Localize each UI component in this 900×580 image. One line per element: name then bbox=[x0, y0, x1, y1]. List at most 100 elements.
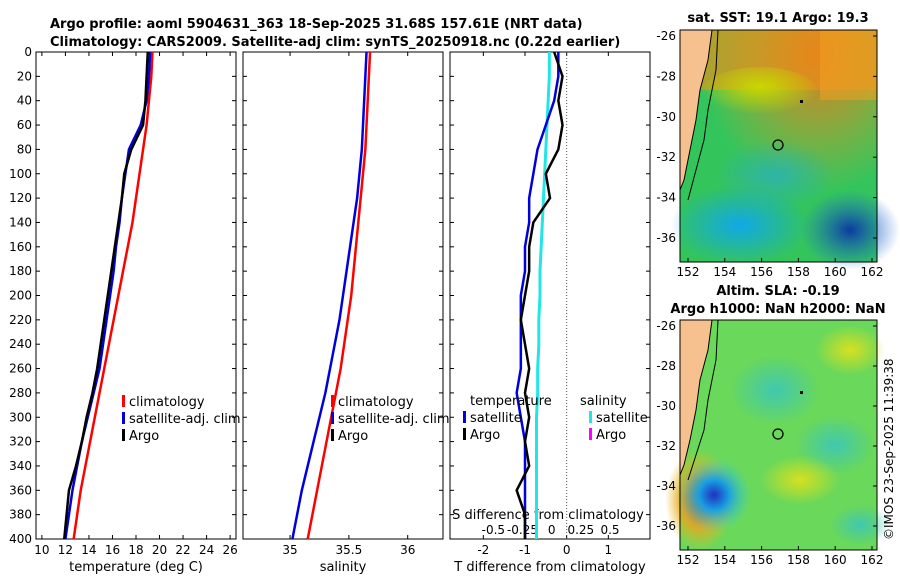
salinity-diff-tick-label: -0.25 bbox=[507, 523, 538, 537]
depth-tick-label: 260 bbox=[9, 362, 32, 376]
lat-tick-label: -26 bbox=[656, 29, 676, 43]
x-axis-label: salinity bbox=[320, 560, 367, 575]
x-tick-label: -1 bbox=[519, 543, 531, 557]
depth-tick-label: 100 bbox=[9, 167, 32, 181]
series-climatology bbox=[306, 51, 372, 540]
sla-yellow-eddy-2 bbox=[760, 455, 840, 505]
lon-tick-label: 158 bbox=[787, 265, 810, 279]
depth-tick-label: 280 bbox=[9, 386, 32, 400]
series-salinity-satellite bbox=[535, 52, 551, 539]
legend-item: Argo bbox=[129, 429, 159, 444]
sst-cool-water bbox=[670, 185, 810, 265]
legend-item: climatology bbox=[338, 395, 414, 410]
lat-tick-label: -28 bbox=[656, 69, 676, 83]
lon-tick-label: 152 bbox=[677, 265, 700, 279]
sla-lat-axis: -26 -28 -30 -32 -34 -36 bbox=[656, 319, 877, 533]
sst-coastline bbox=[679, 29, 713, 191]
depth-tick-label: 140 bbox=[9, 215, 32, 229]
legend-salinity-heading: salinity bbox=[580, 394, 627, 409]
sla-cold-eddy bbox=[676, 457, 752, 533]
depth-tick-label: 300 bbox=[9, 410, 32, 424]
depth-tick-label: 0 bbox=[24, 45, 32, 59]
lat-tick-label: -28 bbox=[656, 359, 676, 373]
imos-timestamp: ©IMOS 23-Sep-2025 11:39:38 bbox=[882, 358, 896, 540]
legend-swatch bbox=[463, 428, 466, 440]
depth-tick-label: 220 bbox=[9, 313, 32, 327]
legend-swatch bbox=[589, 411, 592, 423]
sla-map: Altim. SLA: -0.19 Argo h1000: NaN h2000:… bbox=[656, 284, 890, 567]
legend-swatch bbox=[331, 395, 334, 407]
x-tick-label: 22 bbox=[175, 543, 190, 557]
legend-swatch bbox=[463, 411, 466, 423]
salinity-diff-tick-label: 0 bbox=[548, 523, 556, 537]
lon-tick-label: 162 bbox=[861, 265, 884, 279]
x-tick-label: 10 bbox=[34, 543, 49, 557]
legend-swatch bbox=[331, 412, 334, 424]
depth-tick-label: 400 bbox=[9, 532, 32, 546]
x-tick-label: 0 bbox=[563, 543, 571, 557]
legend-swatch bbox=[122, 395, 125, 407]
difference-panel: -2 -1 0 1 T difference from climatology S dif… bbox=[449, 51, 651, 575]
sla-coastline bbox=[679, 319, 713, 476]
legend-temperature-heading: temperature bbox=[470, 394, 552, 409]
legend-item: Argo bbox=[596, 428, 626, 443]
series-climatology bbox=[72, 51, 154, 540]
temperature-panel: 0 20 40 60 80 100 120 140 160 180 200 220 240 260 280 3… bbox=[9, 45, 241, 575]
sla-lon-axis: 152 154 156 158 160 162 bbox=[677, 546, 883, 567]
sst-lat-axis: -26 -28 -30 -32 -34 -36 bbox=[656, 29, 877, 245]
depth-tick-label: 20 bbox=[17, 69, 32, 83]
lat-tick-label: -30 bbox=[656, 110, 676, 124]
sst-warm-corner bbox=[820, 30, 877, 100]
salinity-diff-tick-label: 0.5 bbox=[600, 523, 619, 537]
lat-tick-label: -32 bbox=[656, 150, 676, 164]
x-tick-label: 35 bbox=[282, 543, 297, 557]
legend-item: climatology bbox=[129, 395, 205, 410]
sla-isobath bbox=[687, 319, 719, 481]
legend-swatch bbox=[122, 412, 125, 424]
legend-swatch bbox=[589, 428, 592, 440]
sla-land bbox=[680, 320, 712, 475]
salinity-diff-tick-label: -0.5 bbox=[482, 523, 505, 537]
lon-tick-label: 160 bbox=[824, 265, 847, 279]
legend-item: satellite-adj. clim bbox=[338, 412, 450, 427]
sst-yellow-front bbox=[700, 67, 820, 123]
depth-tick-label: 380 bbox=[9, 508, 32, 522]
x-tick-label: 36 bbox=[400, 543, 415, 557]
lon-tick-label: 156 bbox=[750, 265, 773, 279]
sla-marker-dot bbox=[800, 391, 803, 394]
x-tick-label: 1 bbox=[605, 543, 613, 557]
series-satellite-adj-clim bbox=[291, 51, 368, 540]
lat-tick-label: -34 bbox=[656, 479, 676, 493]
salinity-diff-tick-label: 0.25 bbox=[567, 523, 594, 537]
plot-area bbox=[35, 51, 237, 540]
sst-cold-water bbox=[800, 190, 900, 270]
legend-item: Argo bbox=[470, 428, 500, 443]
lon-tick-label: 154 bbox=[713, 265, 736, 279]
legend-swatch bbox=[331, 429, 334, 441]
figure-title-line1: Argo profile: aoml 5904631_363 18-Sep-20… bbox=[50, 17, 583, 32]
lat-tick-label: -26 bbox=[656, 319, 676, 333]
sst-isobath bbox=[687, 29, 719, 201]
lat-tick-label: -32 bbox=[656, 439, 676, 453]
x-tick-label: -2 bbox=[477, 543, 489, 557]
sla-yellow-eddy bbox=[815, 325, 885, 375]
sst-marker-dot bbox=[800, 100, 803, 103]
legend-item: satellite bbox=[596, 411, 648, 426]
lat-tick-label: -30 bbox=[656, 399, 676, 413]
x-tick-label: 24 bbox=[199, 543, 214, 557]
depth-tick-label: 180 bbox=[9, 264, 32, 278]
series-argo bbox=[62, 51, 150, 540]
series-temperature-satellite bbox=[515, 52, 560, 539]
x-axis-label: temperature (deg C) bbox=[69, 560, 203, 575]
lon-tick-label: 154 bbox=[713, 553, 736, 567]
x-tick-label: 20 bbox=[152, 543, 167, 557]
lat-tick-label: -34 bbox=[656, 191, 676, 205]
lat-tick-label: -36 bbox=[656, 519, 676, 533]
sst-map: sat. SST: 19.1 Argo: 19.3 -26 -28 -30 -32 -3… bbox=[656, 11, 900, 279]
lat-tick-label: -36 bbox=[656, 231, 676, 245]
depth-tick-label: 240 bbox=[9, 337, 32, 351]
legend-item: satellite bbox=[470, 411, 522, 426]
x-tick-label: 16 bbox=[105, 543, 120, 557]
x-tick-label: 12 bbox=[58, 543, 73, 557]
sla-map-title-line2: Argo h1000: NaN h2000: NaN bbox=[670, 302, 885, 317]
